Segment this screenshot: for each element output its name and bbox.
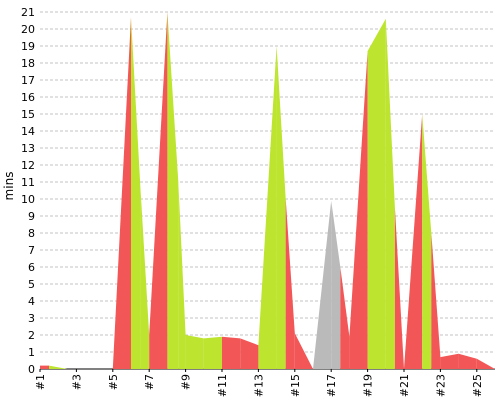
y-tick-label: 9 — [28, 210, 35, 223]
y-tick-label: 1 — [28, 346, 35, 359]
area-segment — [178, 182, 186, 369]
area-segment — [112, 17, 131, 369]
area-segment — [49, 365, 68, 369]
area-segment — [313, 200, 332, 369]
x-tick-label: #7 — [143, 374, 156, 390]
y-tick-label: 19 — [21, 40, 35, 53]
y-tick-label: 2 — [28, 329, 35, 342]
area-segment — [276, 46, 286, 369]
y-tick-label: 7 — [28, 244, 35, 257]
area-segment — [294, 333, 313, 369]
y-tick-label: 3 — [28, 312, 35, 325]
y-tick-label: 16 — [21, 91, 35, 104]
x-tick-label: #9 — [180, 374, 193, 390]
x-tick-label: #5 — [107, 374, 120, 390]
y-tick-label: 20 — [21, 23, 35, 36]
y-tick-label: 12 — [21, 159, 35, 172]
area-segment — [203, 336, 222, 369]
area-segment — [422, 114, 432, 369]
x-tick-label: #1 — [34, 374, 47, 390]
x-tick-label: #13 — [252, 374, 265, 397]
x-tick-label: #15 — [289, 374, 302, 397]
area-segment — [167, 12, 179, 369]
y-tick-label: 11 — [21, 176, 35, 189]
y-tick-label: 21 — [21, 6, 35, 19]
x-tick-label: #11 — [216, 374, 229, 397]
y-axis-label: mins — [2, 172, 16, 201]
y-tick-label: 17 — [21, 74, 35, 87]
area-segment — [140, 182, 150, 369]
x-tick-label: #21 — [398, 374, 411, 397]
area-segment — [476, 358, 495, 369]
area-segment — [385, 18, 395, 370]
area-segment — [222, 336, 241, 369]
x-tick-label: #17 — [325, 374, 338, 397]
y-tick-label: 10 — [21, 193, 35, 206]
area-segment — [185, 335, 204, 369]
area-segment — [258, 46, 277, 369]
y-tick-label: 5 — [28, 278, 35, 291]
y-tick-label: 0 — [28, 363, 35, 376]
area-segment — [149, 12, 168, 369]
y-tick-label: 8 — [28, 227, 35, 240]
area-segment — [349, 51, 368, 369]
y-tick-label: 6 — [28, 261, 35, 274]
area-segment — [458, 353, 477, 369]
x-tick-label: #25 — [471, 374, 484, 397]
area-segment — [367, 18, 386, 370]
area-segment — [431, 233, 441, 369]
y-tick-label: 4 — [28, 295, 35, 308]
x-axis-ticks: #1 #3 #5 #7 #9 #11 #13 #15 #17 #19 #21 #23 #25 — [34, 369, 484, 397]
y-tick-label: 13 — [21, 142, 35, 155]
y-tick-label: 15 — [21, 108, 35, 121]
area-segment — [394, 207, 404, 369]
y-tick-label: 14 — [21, 125, 35, 138]
x-tick-label: #19 — [362, 374, 375, 397]
y-tick-label: 18 — [21, 57, 35, 70]
area-segment — [340, 267, 350, 369]
x-tick-label: #23 — [434, 374, 447, 397]
area-segment — [331, 200, 341, 369]
area-segments — [40, 12, 495, 370]
area-segment — [404, 114, 423, 369]
area-segment — [40, 365, 50, 369]
area-segment — [285, 199, 295, 369]
area-segment — [131, 17, 141, 369]
x-tick-label: #3 — [70, 374, 83, 390]
area-segment — [240, 338, 259, 369]
area-segment — [440, 353, 459, 369]
